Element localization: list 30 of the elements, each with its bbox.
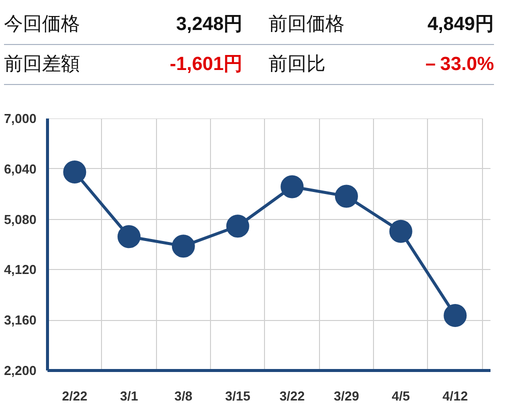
x-tick-label: 4/5 <box>392 388 410 404</box>
point <box>118 225 141 248</box>
y-tick-label: 3,160 <box>4 312 37 328</box>
y-tick-label: 6,040 <box>4 161 37 176</box>
point <box>444 304 467 327</box>
point <box>63 160 86 184</box>
point <box>280 175 304 198</box>
text: 前回差額 <box>4 53 81 78</box>
text: 前回価格 <box>268 13 346 37</box>
x-tick-label: 3/15 <box>225 388 250 404</box>
x-tick-label: 4/12 <box>442 388 468 404</box>
text: 3,248円 <box>175 13 244 37</box>
x-tick-label: 2/22 <box>62 388 88 404</box>
x-tick-label: 3/29 <box>334 388 360 404</box>
text: －33.0% <box>420 53 494 78</box>
text: 前回比 <box>268 53 327 78</box>
point <box>334 184 358 208</box>
point <box>172 234 195 258</box>
x-tick-label: 3/1 <box>120 388 138 404</box>
text: 4,849円 <box>426 13 494 37</box>
y-tick-label: 2,200 <box>4 363 37 378</box>
x-tick-label: 3/8 <box>174 388 192 404</box>
y-tick-label: 5,080 <box>4 212 37 227</box>
point <box>226 214 250 238</box>
text: 今回価格 <box>4 13 81 37</box>
x-tick-label: 3/22 <box>279 388 305 404</box>
point <box>389 220 412 243</box>
text: -1,601円 <box>168 53 244 78</box>
y-tick-label: 4,120 <box>4 262 37 278</box>
y-tick-label: 7,000 <box>4 111 37 126</box>
